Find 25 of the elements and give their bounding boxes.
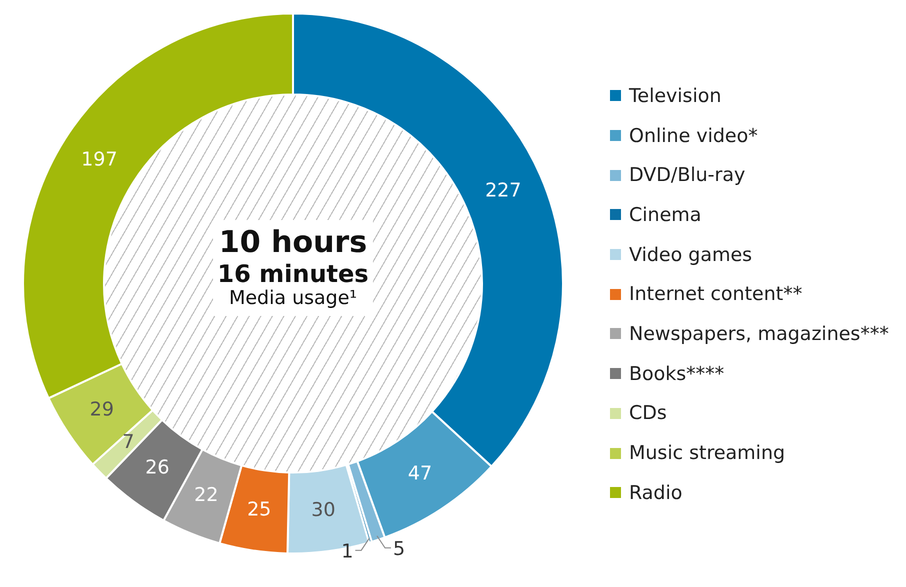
legend-label: Newspapers, magazines*** (629, 322, 889, 345)
data-label: 5 (392, 538, 406, 560)
legend-label: Music streaming (629, 442, 786, 464)
data-label: 7 (122, 431, 134, 454)
legend-label: CDs (629, 402, 667, 424)
data-label: 25 (247, 498, 272, 520)
data-label: 29 (90, 398, 114, 420)
legend-label: Cinema (629, 204, 702, 226)
legend-label: Radio (629, 482, 682, 504)
legend-label: DVD/Blu-ray (629, 164, 746, 186)
data-label: 30 (311, 498, 336, 521)
legend-label: Internet content** (629, 283, 802, 306)
data-label: 227 (485, 179, 522, 202)
legend-label: Books**** (629, 362, 724, 385)
data-label: 1 (341, 540, 354, 562)
legend-label: Online video* (629, 124, 758, 147)
data-label: 197 (81, 148, 118, 170)
data-label: 22 (194, 484, 218, 506)
text: 10 hours (218, 225, 368, 260)
data-label: 47 (408, 462, 432, 485)
legend-label: Television (629, 84, 722, 107)
data-label: 26 (145, 456, 170, 479)
legend-label: Video games (629, 244, 752, 266)
text: Media usage¹ (228, 287, 358, 310)
text: 16 minutes (216, 260, 370, 288)
